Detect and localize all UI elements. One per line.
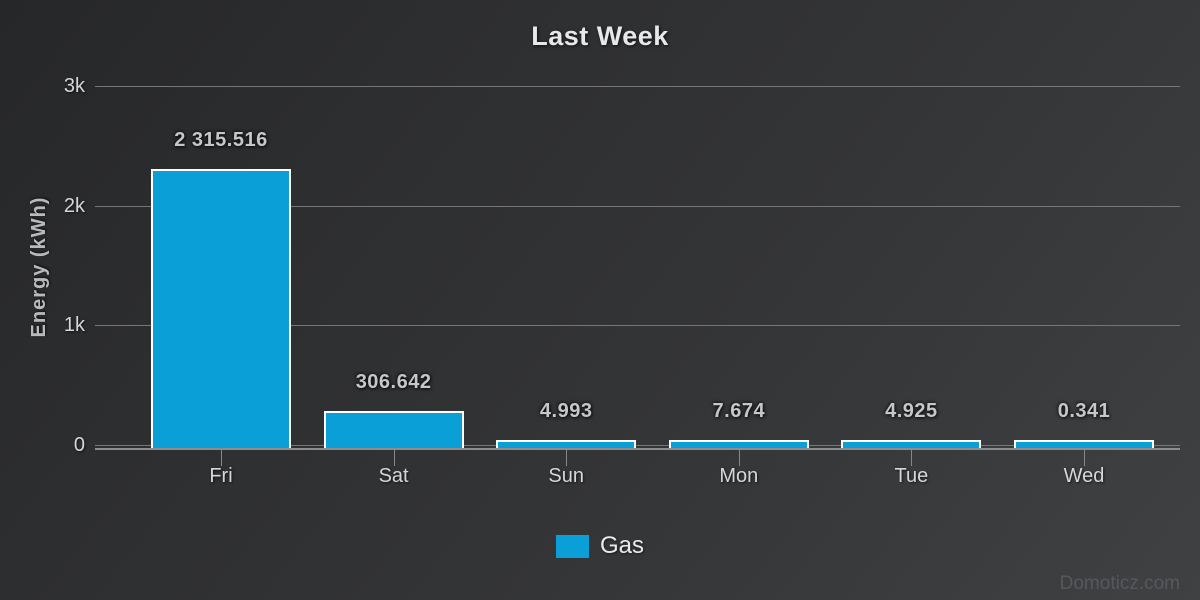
gridline-2k [95, 205, 1180, 207]
x-axis-label-wed: Wed [1063, 465, 1105, 487]
bar-tue[interactable] [841, 440, 982, 448]
x-axis-label-fri: Fri [209, 465, 233, 487]
chart-title: Last Week [531, 21, 669, 51]
value-label-sun: 4.993 [539, 400, 593, 422]
legend-label-gas[interactable]: Gas [599, 532, 644, 559]
x-axis-label-tue: Tue [894, 465, 929, 487]
x-tick-sat [393, 450, 395, 466]
x-tick-wed [1084, 450, 1085, 466]
x-tick-tue [911, 450, 913, 466]
gridline-3k [95, 85, 1180, 87]
value-label-mon: 7.674 [712, 400, 766, 422]
value-label-wed: 0.341 [1057, 400, 1111, 422]
value-label-sat: 306.642 [355, 371, 432, 394]
x-axis-label-sun: Sun [548, 465, 584, 487]
x-axis-label-mon: Mon [719, 465, 759, 487]
value-label-tue: 4.925 [885, 400, 938, 422]
x-tick-fri [221, 450, 222, 466]
bar-mon[interactable] [668, 440, 809, 448]
y-axis-label-0: 0 [73, 434, 85, 456]
bar-sat[interactable] [323, 411, 464, 448]
x-axis-line [95, 448, 1180, 450]
y-axis-label-1k: 1k [63, 314, 85, 337]
bar-sun[interactable] [496, 440, 637, 448]
gridline-1k [95, 325, 1180, 327]
x-tick-mon [738, 450, 740, 466]
y-axis-label-3k: 3k [63, 74, 85, 97]
x-axis-label-sat: Sat [378, 465, 409, 487]
credits-link[interactable]: Domoticz.com [1059, 573, 1180, 594]
x-tick-sun [566, 450, 568, 466]
value-label-fri: 2 315.516 [174, 128, 268, 151]
legend-swatch-icon[interactable] [555, 534, 589, 558]
legend[interactable]: Gas [0, 531, 1200, 561]
bar-wed[interactable] [1014, 440, 1154, 448]
bar-fri[interactable] [151, 168, 291, 448]
y-axis-label-2k: 2k [63, 194, 85, 217]
gridline-0 [95, 445, 1180, 446]
